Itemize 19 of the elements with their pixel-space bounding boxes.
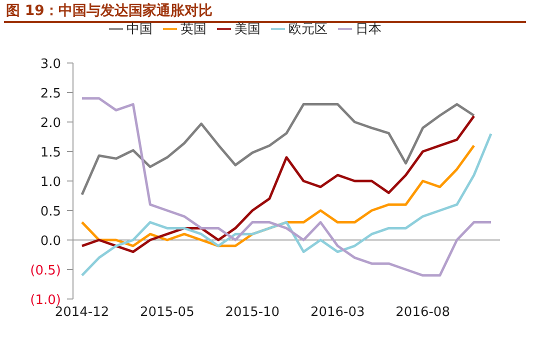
x-tick-label: 2016-03 — [310, 305, 365, 320]
y-tick-label: 3.0 — [40, 57, 61, 72]
x-tick-label: 2015-05 — [140, 305, 194, 320]
chart-title: 图 19：中国与发达国家通胀对比 — [6, 2, 212, 20]
legend-label: 日本 — [356, 22, 382, 37]
legend-label: 美国 — [234, 22, 260, 37]
y-tick-label: 2.0 — [40, 116, 61, 131]
y-tick-label: 0.0 — [40, 234, 61, 249]
legend-label: 中国 — [126, 22, 152, 37]
legend-label: 欧元区 — [288, 22, 328, 37]
y-tick-label: (0.5) — [30, 264, 61, 278]
x-tick-label: 2015-10 — [225, 305, 280, 320]
x-tick-label: 2014-12 — [54, 305, 110, 320]
legend-label: 英国 — [180, 22, 206, 37]
y-tick-label: 0.5 — [40, 204, 61, 220]
y-tick-label: 1.5 — [40, 146, 61, 160]
y-tick-label: 1.0 — [40, 175, 61, 190]
x-tick-label: 2016-08 — [396, 305, 450, 320]
y-tick-label: 2.5 — [40, 86, 61, 102]
